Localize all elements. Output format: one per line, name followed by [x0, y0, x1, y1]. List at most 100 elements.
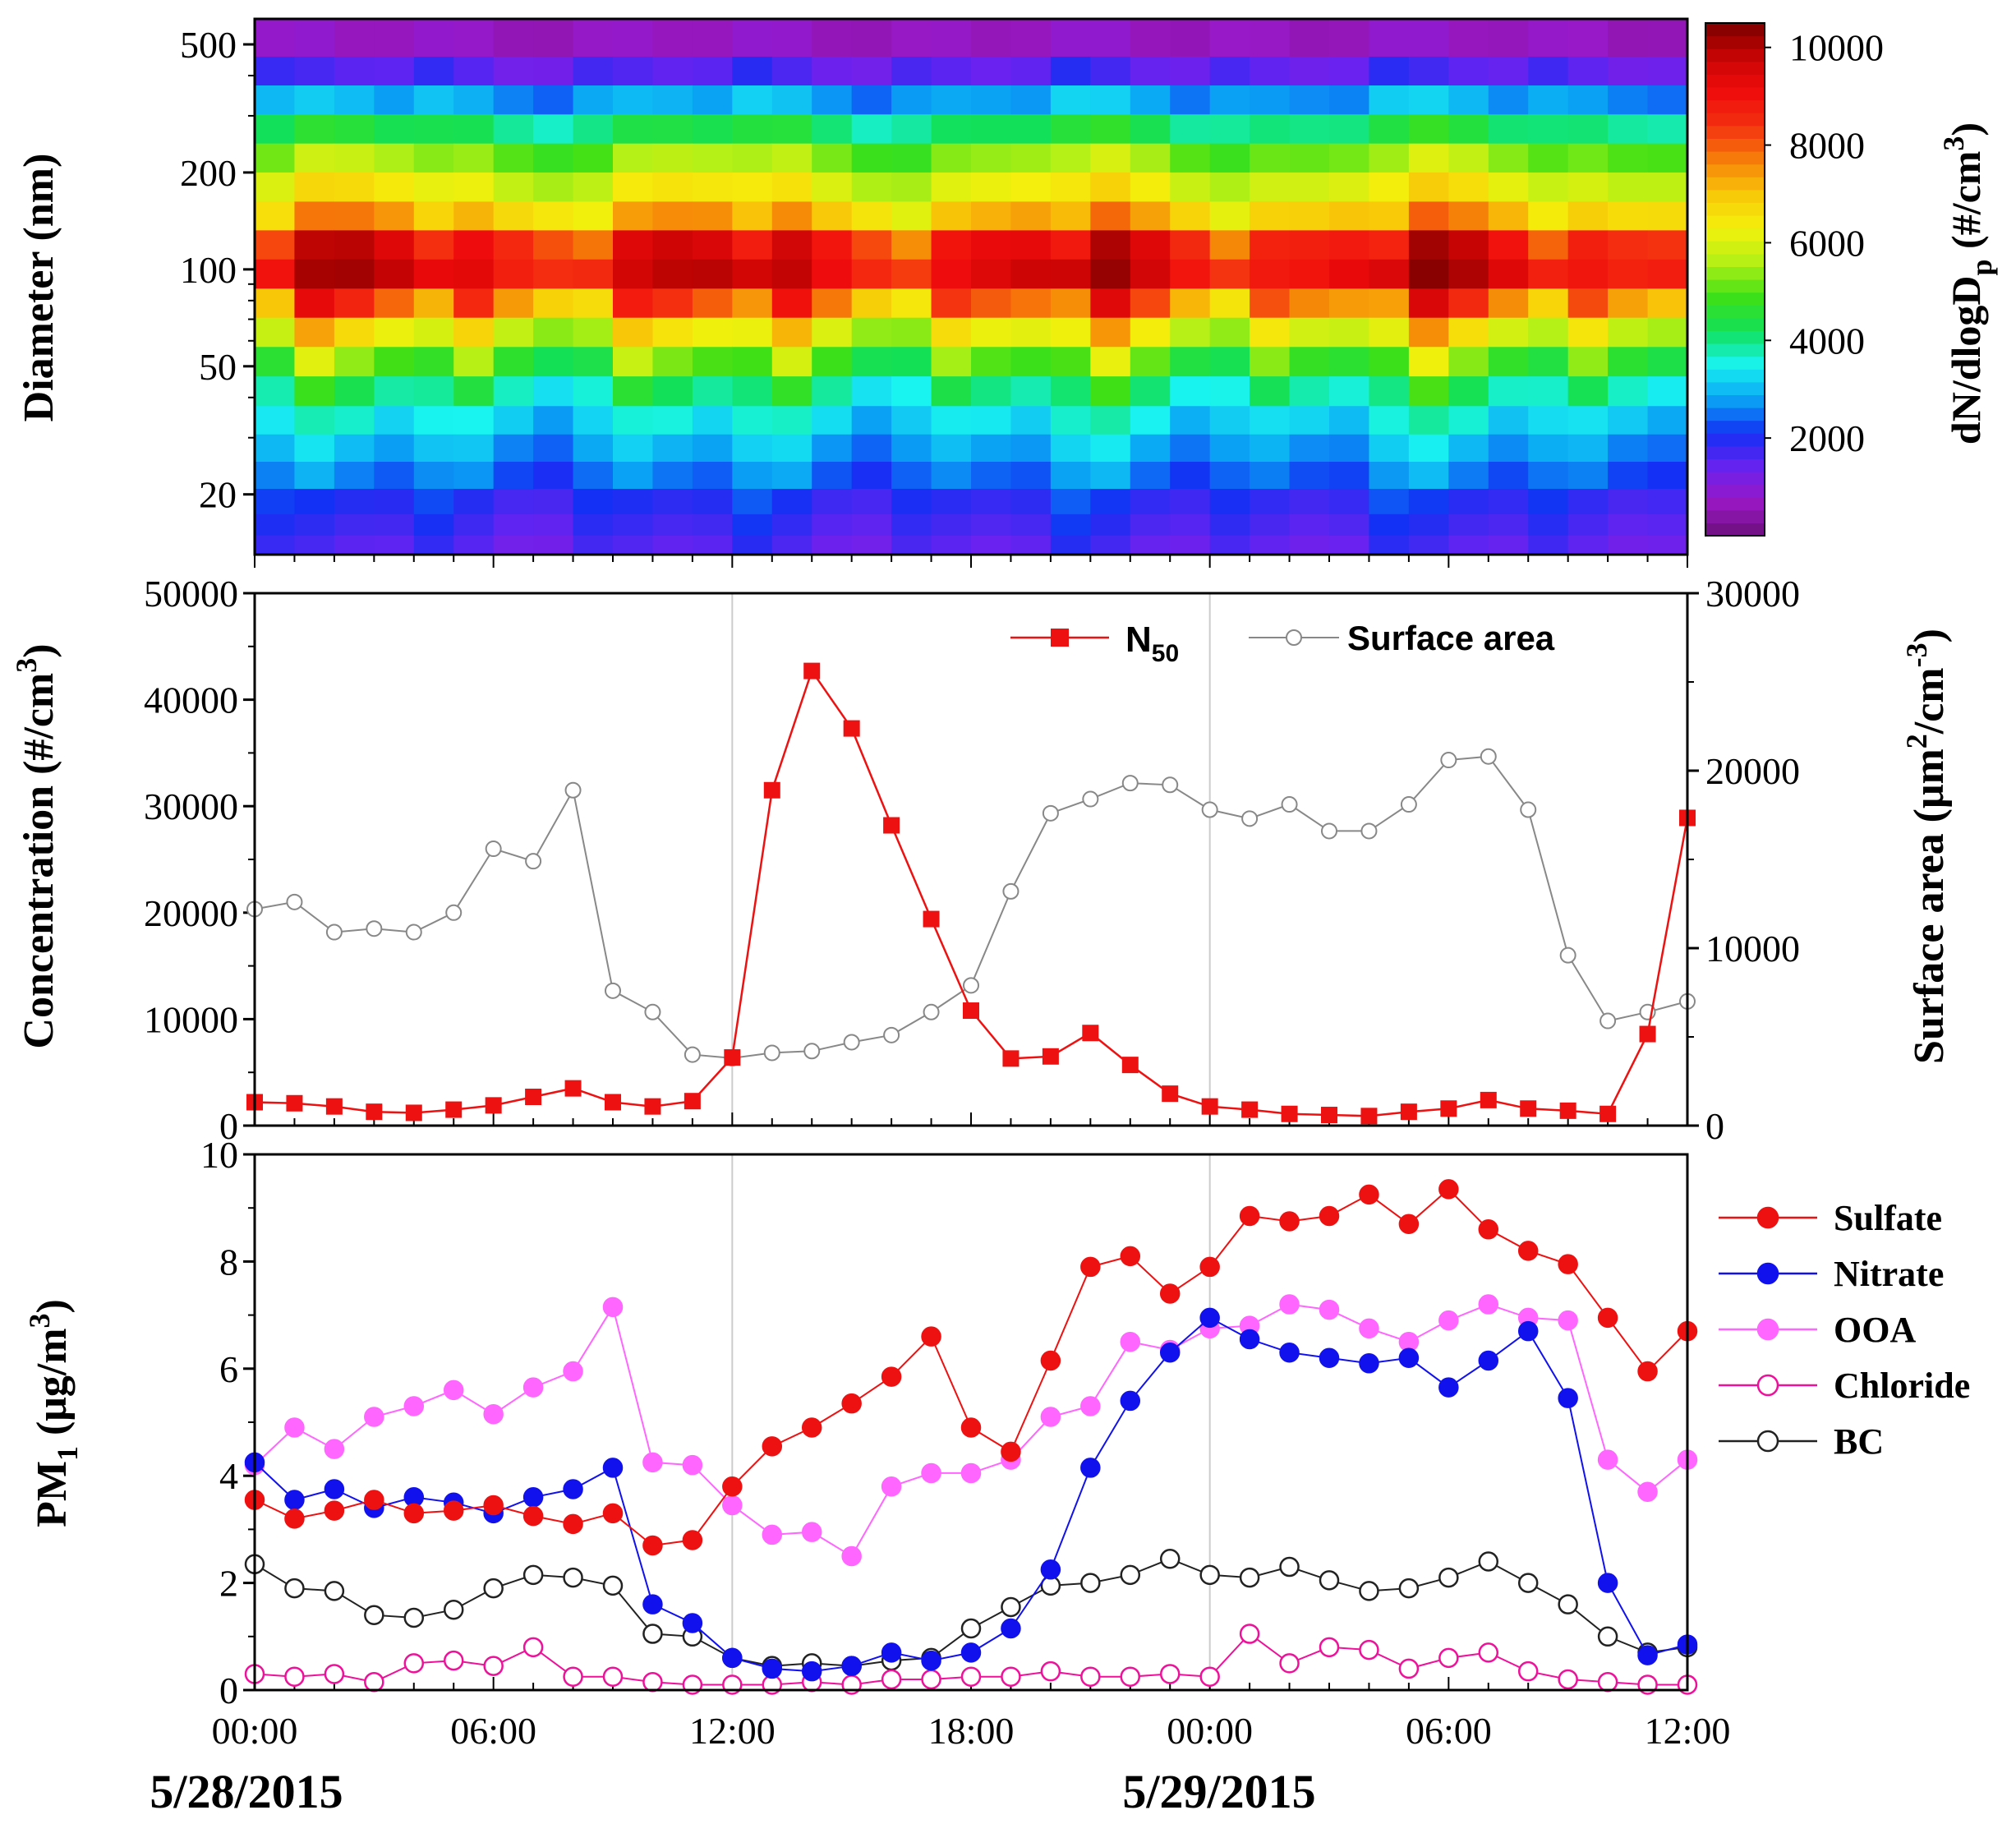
colorbar-segment	[1705, 266, 1765, 280]
heatmap-cell	[334, 488, 375, 514]
heatmap-cell	[413, 56, 455, 85]
heatmap-cell	[493, 288, 534, 318]
heatmap-cell	[812, 514, 853, 536]
heatmap-cell	[851, 19, 892, 57]
chloride-point	[403, 1653, 425, 1674]
heatmap-cell	[453, 461, 495, 489]
heatmap-y-tick-label: 20	[199, 474, 237, 516]
nitrate-point	[762, 1658, 783, 1679]
heatmap-cell	[1250, 405, 1291, 435]
heatmap-cell	[493, 488, 534, 514]
surface-area-point	[1241, 810, 1259, 827]
heatmap-cell	[1567, 172, 1609, 202]
chloride-point	[324, 1664, 345, 1684]
sulfate-point	[722, 1476, 743, 1497]
heatmap-cell	[1329, 433, 1370, 462]
concentration-y-tick-label: 50000	[144, 573, 238, 615]
nitrate-point	[324, 1479, 345, 1499]
ooa-point	[1558, 1310, 1578, 1331]
heatmap-cell	[255, 461, 296, 489]
n50-point	[286, 1094, 303, 1112]
heatmap-cell	[1528, 346, 1569, 377]
heatmap-cell	[334, 288, 375, 318]
heatmap-cell	[652, 461, 693, 489]
heatmap-cell	[1488, 172, 1530, 202]
heatmap-cell	[1010, 461, 1052, 489]
heatmap-cell	[1369, 433, 1410, 462]
heatmap-cell	[294, 346, 335, 377]
heatmap-cell	[1289, 113, 1330, 144]
heatmap-cell	[732, 405, 773, 435]
heatmap-cell	[334, 346, 375, 377]
heatmap-cell	[1130, 514, 1171, 536]
colorbar-segment	[1705, 125, 1765, 139]
heatmap-cell	[1329, 535, 1370, 555]
heatmap-cell	[1050, 113, 1092, 144]
heatmap-cell	[613, 142, 654, 173]
sulfate-point	[1478, 1219, 1499, 1240]
ooa-point	[483, 1403, 504, 1425]
heatmap-cell	[294, 535, 335, 555]
n50-point	[843, 720, 860, 737]
nitrate-point	[1239, 1329, 1260, 1350]
n50-point	[325, 1098, 343, 1115]
heatmap-cell	[1010, 346, 1052, 377]
colorbar-segment	[1705, 394, 1765, 408]
heatmap-cell	[931, 56, 972, 85]
heatmap-cell	[971, 433, 1012, 462]
heatmap-cell	[732, 200, 773, 231]
chloride-point	[921, 1669, 941, 1690]
heatmap-cell	[1608, 200, 1649, 231]
heatmap-cell	[1408, 258, 1450, 289]
heatmap-cell	[1050, 172, 1092, 202]
heatmap-cell	[1050, 142, 1092, 173]
sulfate-point	[1080, 1256, 1101, 1278]
heatmap-cell	[891, 514, 932, 536]
heatmap-cell	[1608, 85, 1649, 115]
heatmap-cell	[374, 172, 415, 202]
legend-n50-label: N50	[1125, 620, 1179, 667]
heatmap-cell	[1528, 535, 1569, 555]
heatmap-cell	[255, 19, 296, 57]
colorbar-label: dN/dlogDp (#/cm3)	[1937, 122, 1998, 444]
heatmap-cell	[652, 375, 693, 407]
heatmap-cell	[613, 258, 654, 289]
chloride-point	[563, 1666, 583, 1687]
surface-area-point	[286, 893, 303, 910]
heatmap-cell	[1448, 433, 1489, 462]
n50-point	[1281, 1105, 1298, 1122]
nitrate-point	[682, 1613, 703, 1633]
heatmap-cell	[1528, 514, 1569, 536]
heatmap-y-tick-label: 200	[180, 152, 237, 194]
heatmap-cell	[652, 85, 693, 115]
nitrate-point	[841, 1656, 862, 1676]
n50-point	[724, 1049, 741, 1066]
heatmap-cell	[294, 514, 335, 536]
sulfate-point	[1517, 1241, 1539, 1261]
n50-point	[1121, 1057, 1139, 1074]
heatmap-cell	[971, 19, 1012, 57]
heatmap-cell	[1209, 488, 1250, 514]
heatmap-cell	[1608, 346, 1649, 377]
heatmap-cell	[1170, 113, 1211, 144]
heatmap-cell	[1010, 258, 1052, 289]
heatmap-cell	[573, 142, 614, 173]
legend-sulfate-label: Sulfate	[1834, 1198, 1942, 1238]
heatmap-cell	[1130, 142, 1171, 173]
surface-area-point	[803, 1043, 821, 1060]
colorbar-segment	[1705, 253, 1765, 267]
heatmap-cell	[1289, 316, 1330, 348]
heatmap-cell	[533, 85, 574, 115]
surface-area-point	[1480, 748, 1497, 765]
heatmap-cell	[613, 56, 654, 85]
heatmap-cell	[891, 405, 932, 435]
heatmap-cell	[1010, 172, 1052, 202]
heatmap-cell	[851, 535, 892, 555]
heatmap-cell	[1209, 258, 1250, 289]
heatmap-cell	[1209, 514, 1250, 536]
heatmap-cell	[1647, 142, 1688, 173]
heatmap-cell	[1329, 258, 1370, 289]
heatmap-cell	[413, 288, 455, 318]
heatmap-cell	[413, 346, 455, 377]
colorbar-segment	[1705, 445, 1765, 459]
